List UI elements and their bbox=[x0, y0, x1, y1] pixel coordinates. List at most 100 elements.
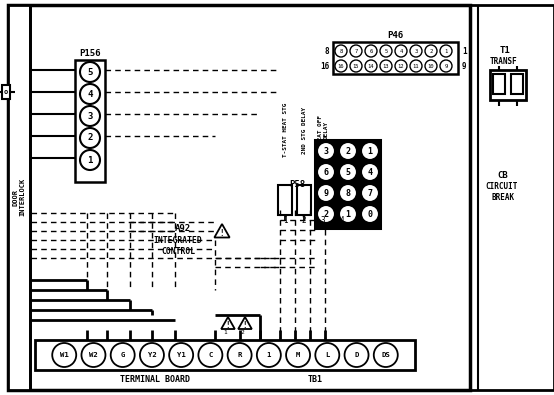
Circle shape bbox=[80, 150, 100, 170]
Text: 1: 1 bbox=[88, 156, 93, 164]
Bar bbox=[335, 185, 349, 215]
Bar bbox=[493, 74, 505, 94]
Text: 3: 3 bbox=[414, 49, 418, 53]
Text: 3: 3 bbox=[88, 111, 93, 120]
Text: Y1: Y1 bbox=[177, 352, 186, 358]
Text: P46: P46 bbox=[387, 30, 403, 40]
Text: 4: 4 bbox=[340, 216, 345, 224]
Text: G: G bbox=[121, 352, 125, 358]
Circle shape bbox=[198, 343, 222, 367]
Text: 4: 4 bbox=[367, 167, 372, 177]
Circle shape bbox=[339, 205, 357, 223]
Text: 13: 13 bbox=[383, 64, 389, 68]
Circle shape bbox=[317, 163, 335, 181]
Circle shape bbox=[350, 45, 362, 57]
Bar bbox=[8, 5, 470, 390]
Circle shape bbox=[361, 184, 379, 202]
Bar bbox=[8, 5, 30, 390]
Text: 4: 4 bbox=[88, 90, 93, 98]
Circle shape bbox=[111, 343, 135, 367]
Text: M: M bbox=[296, 352, 300, 358]
Text: 6: 6 bbox=[324, 167, 329, 177]
Circle shape bbox=[365, 60, 377, 72]
Circle shape bbox=[317, 142, 335, 160]
Circle shape bbox=[365, 45, 377, 57]
Text: 2: 2 bbox=[302, 216, 306, 224]
Circle shape bbox=[380, 60, 392, 72]
Text: !: ! bbox=[225, 321, 230, 330]
Text: 1: 1 bbox=[223, 331, 227, 335]
Text: CONTROL: CONTROL bbox=[161, 246, 195, 256]
Text: 3: 3 bbox=[324, 147, 329, 156]
Circle shape bbox=[315, 343, 339, 367]
Text: BREAK: BREAK bbox=[491, 192, 515, 201]
Circle shape bbox=[361, 142, 379, 160]
Text: 1: 1 bbox=[283, 216, 288, 224]
Circle shape bbox=[380, 45, 392, 57]
Circle shape bbox=[228, 343, 252, 367]
Text: 2: 2 bbox=[346, 147, 351, 156]
Text: TRANSF: TRANSF bbox=[489, 56, 517, 66]
Circle shape bbox=[80, 62, 100, 82]
Circle shape bbox=[335, 60, 347, 72]
Text: 0: 0 bbox=[367, 209, 372, 218]
Bar bbox=[297, 185, 311, 215]
Text: 11: 11 bbox=[413, 64, 419, 68]
Text: !: ! bbox=[220, 229, 224, 239]
Text: 9: 9 bbox=[462, 62, 466, 70]
Circle shape bbox=[361, 163, 379, 181]
Circle shape bbox=[350, 60, 362, 72]
Text: DOOR
INTERLOCK: DOOR INTERLOCK bbox=[13, 178, 25, 216]
Text: HEAT OFF
DELAY: HEAT OFF DELAY bbox=[317, 115, 329, 145]
Circle shape bbox=[286, 343, 310, 367]
Text: T1: T1 bbox=[500, 45, 510, 55]
Circle shape bbox=[335, 45, 347, 57]
Circle shape bbox=[425, 45, 437, 57]
Text: 5: 5 bbox=[346, 167, 351, 177]
Circle shape bbox=[80, 128, 100, 148]
Circle shape bbox=[339, 163, 357, 181]
Bar bbox=[315, 140, 380, 228]
Circle shape bbox=[317, 205, 335, 223]
Text: C: C bbox=[208, 352, 213, 358]
Text: 1: 1 bbox=[266, 352, 271, 358]
Text: L: L bbox=[325, 352, 330, 358]
Text: 2: 2 bbox=[324, 209, 329, 218]
Text: 5: 5 bbox=[88, 68, 93, 77]
Text: !: ! bbox=[243, 321, 247, 330]
Text: CB: CB bbox=[497, 171, 509, 179]
Text: 14: 14 bbox=[368, 64, 375, 68]
Bar bbox=[511, 74, 523, 94]
Circle shape bbox=[361, 205, 379, 223]
Bar bbox=[317, 142, 378, 226]
Text: 9: 9 bbox=[444, 64, 448, 68]
Bar bbox=[35, 340, 415, 370]
Text: 5: 5 bbox=[384, 49, 388, 53]
Circle shape bbox=[395, 60, 407, 72]
Text: P58: P58 bbox=[289, 179, 305, 188]
Text: 1: 1 bbox=[462, 47, 466, 56]
Circle shape bbox=[81, 343, 105, 367]
Text: TERMINAL BOARD: TERMINAL BOARD bbox=[120, 374, 190, 384]
Text: 8: 8 bbox=[325, 47, 329, 56]
Text: 1: 1 bbox=[346, 209, 351, 218]
Text: D: D bbox=[355, 352, 359, 358]
Text: W1: W1 bbox=[60, 352, 69, 358]
Circle shape bbox=[410, 45, 422, 57]
Text: P156: P156 bbox=[79, 49, 101, 58]
Circle shape bbox=[339, 142, 357, 160]
Circle shape bbox=[339, 184, 357, 202]
Text: 2: 2 bbox=[88, 134, 93, 143]
Bar bbox=[333, 42, 458, 74]
Text: o: o bbox=[4, 89, 8, 95]
Text: 16: 16 bbox=[320, 62, 329, 70]
Text: CIRCUIT: CIRCUIT bbox=[486, 181, 518, 190]
Text: 10: 10 bbox=[428, 64, 434, 68]
Circle shape bbox=[317, 184, 335, 202]
Text: R: R bbox=[238, 352, 242, 358]
Text: W2: W2 bbox=[89, 352, 98, 358]
Text: TB1: TB1 bbox=[307, 374, 322, 384]
Text: 2: 2 bbox=[240, 331, 244, 335]
Bar bbox=[278, 185, 292, 215]
Circle shape bbox=[374, 343, 398, 367]
